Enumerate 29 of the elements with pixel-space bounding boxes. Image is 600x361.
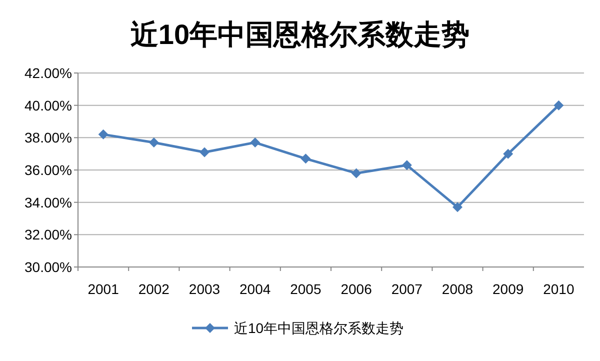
x-tick-label: 2010 (543, 281, 574, 297)
point (250, 138, 260, 148)
y-tick-label: 34.00% (24, 194, 72, 210)
point (554, 100, 564, 110)
point (351, 168, 362, 178)
y-tick-label: 42.00% (24, 65, 72, 81)
x-tick-label: 2004 (240, 281, 271, 297)
point (503, 148, 514, 159)
x-tick-label: 2005 (290, 281, 322, 297)
legend-label: 近10年中国恩格尔系数走势 (234, 320, 404, 336)
x-tick-label: 2006 (340, 281, 372, 297)
point (200, 147, 210, 158)
x-tick-label: 2007 (391, 281, 423, 297)
point (300, 154, 311, 164)
x-tick-label: 2002 (138, 281, 170, 297)
point (98, 129, 108, 140)
y-tick-label: 40.00% (24, 97, 72, 114)
point (148, 138, 159, 148)
y-tick-label: 38.00% (24, 130, 72, 146)
point (402, 160, 412, 170)
y-tick-label: 36.00% (24, 162, 72, 178)
x-tick-label: 2009 (492, 281, 524, 297)
y-tick-label: 30.00% (24, 259, 72, 275)
y-tick-label: 32.00% (24, 226, 72, 243)
point (452, 202, 462, 212)
chart-title: 近10年中国恩格尔系数走势 (130, 19, 470, 50)
x-tick-label: 2008 (442, 281, 474, 297)
x-tick-label: 2003 (188, 281, 220, 297)
x-tick-label: 2001 (88, 281, 120, 297)
